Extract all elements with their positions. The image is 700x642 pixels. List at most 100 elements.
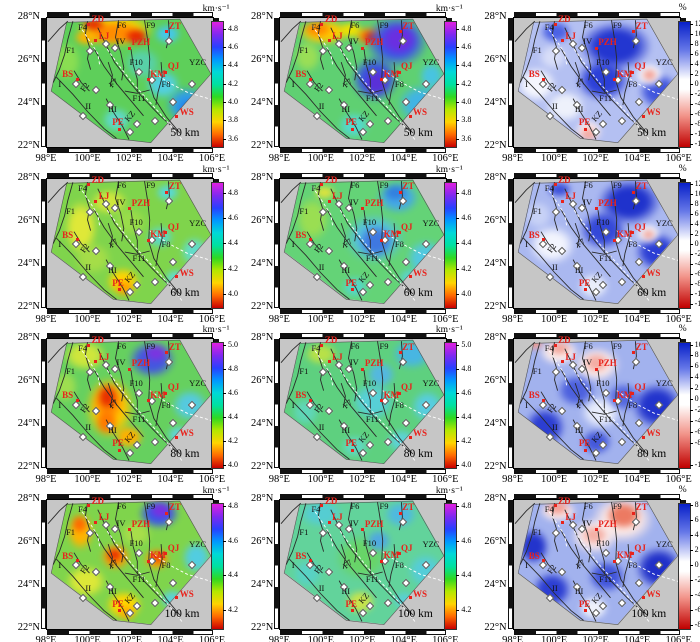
city-label-zd: ZD: [91, 335, 105, 346]
lon-tick-label: 100°E: [74, 474, 101, 485]
lat-tick-label: 22°N: [484, 621, 507, 633]
colorbar-tick-label: 4.4: [461, 238, 472, 248]
fault-label-yzc: YZC: [422, 538, 440, 549]
frame-band-left: [507, 499, 513, 629]
lon-tick-label: 104°E: [623, 313, 651, 325]
colorbar-tick-mark: [689, 204, 693, 205]
colorbar-tick-label: -2: [694, 404, 700, 414]
fault-label-f9: F9: [612, 180, 622, 191]
city-label-lj: LJ: [332, 351, 343, 362]
lat-tick-label: 24°N: [484, 418, 507, 429]
city-dot-zt: [632, 190, 636, 194]
fault-label-iv: IV: [583, 196, 593, 207]
colorbar-tick-mark: [689, 234, 693, 235]
colorbar-tick-mark: [689, 580, 693, 581]
colorbar: [211, 21, 224, 148]
city-dot-zt: [165, 190, 169, 194]
lon-tick-label: 100°E: [307, 634, 335, 642]
city-dot-pzh: [361, 207, 365, 211]
fault-label-iv: IV: [349, 36, 359, 47]
colorbar-tick-mark: [456, 83, 460, 85]
fault-label-iii: III: [341, 585, 351, 596]
city-dot-zd: [553, 183, 557, 187]
lat-tick-label: 24°N: [484, 97, 507, 108]
fault-label-f9: F9: [146, 340, 156, 351]
anomaly-blob: [115, 516, 157, 552]
colorbar-tick-mark: [689, 274, 693, 275]
depth-label: 60 km: [403, 287, 433, 300]
lon-tick-label: 102°E: [115, 313, 143, 325]
fault-label-iii: III: [108, 264, 117, 275]
colorbar-tick-mark: [456, 101, 460, 103]
colorbar: [211, 181, 224, 309]
city-label-pe: PE: [345, 277, 358, 288]
anomaly-blob: [145, 500, 175, 521]
city-label-km: KM: [616, 550, 633, 561]
colorbar-tick-mark: [689, 244, 693, 245]
colorbar-tick-label: -6: [694, 269, 700, 278]
fault-label-i: I: [525, 560, 528, 571]
city-dot-zd: [553, 343, 557, 347]
fault-label-f11: F11: [599, 574, 613, 585]
colorbar-tick-mark: [223, 46, 226, 48]
city-label-zd: ZD: [324, 495, 338, 506]
city-label-pe: PE: [578, 277, 591, 288]
colorbar-tick-label: 4.4: [461, 60, 472, 70]
colorbar-tick-mark: [223, 138, 226, 140]
colorbar-tick-label: 5.0: [228, 339, 238, 349]
fault-label-f4: F4: [78, 182, 88, 193]
lat-tick-label: 22°N: [251, 621, 274, 633]
city-label-zt: ZT: [635, 341, 648, 352]
colorbar-tick-label: 4.8: [228, 363, 238, 373]
city-dot-km: [146, 559, 150, 563]
anomaly-blob: [639, 66, 660, 84]
city-label-km: KM: [616, 68, 633, 79]
colorbar-tick-label: 4: [694, 530, 699, 539]
city-label-lj: LJ: [98, 351, 110, 362]
fault-label-f10: F10: [129, 538, 143, 549]
colorbar-tick-label: -8: [694, 118, 700, 128]
city-dot-ws: [408, 114, 412, 118]
city-dot-zd: [87, 504, 90, 508]
colorbar: [211, 342, 224, 469]
study-region: [517, 179, 678, 304]
map-frame: F4 F6 F9 IV F1 F10 YZC I F2 F7 F8 F11 II III KZ ZD LJ PZH…: [507, 12, 686, 153]
lat-tick-label: 22°N: [251, 300, 274, 312]
fault-label-yzc: YZC: [189, 217, 207, 228]
fault-label-i: I: [58, 78, 62, 89]
fault-label-f11: F11: [132, 253, 146, 264]
fault-label-ii: II: [318, 422, 325, 433]
city-label-qj: QJ: [167, 542, 180, 553]
colorbar-tick-mark: [689, 83, 693, 85]
fault-label-f8: F8: [161, 239, 171, 250]
lon-tick-label: 100°E: [307, 474, 335, 485]
colorbar-tick-mark: [689, 420, 693, 422]
colorbar-tick-mark: [456, 392, 460, 394]
colorbar-tick-label: 4.8: [228, 501, 238, 511]
frame-band-top: [280, 172, 447, 178]
colorbar-tick-mark: [689, 442, 693, 444]
city-label-zt: ZT: [168, 502, 181, 513]
map-frame: F4 F6 F9 IV F1 F10 YZC I F2 F7 F8 F11 II III KZ ZD LJ PZH…: [507, 172, 686, 314]
city-dot-zt: [398, 351, 402, 355]
fault-label-iii: III: [341, 425, 351, 436]
colorbar-tick-label: 4.8: [461, 501, 472, 511]
city-label-bs: BS: [295, 390, 307, 401]
colorbar-tick-mark: [223, 120, 226, 122]
lon-tick-label: 102°E: [349, 313, 376, 325]
colorbar-tick-mark: [456, 464, 460, 466]
colorbar-tick-mark: [456, 440, 460, 442]
frame-band-top: [513, 493, 680, 499]
colorbar-tick-label: 6: [694, 209, 699, 218]
lon-tick-label: 104°E: [390, 313, 418, 325]
colorbar-tick-mark: [223, 83, 226, 85]
colorbar-tick-label: 4.4: [461, 411, 472, 421]
fault-label-yzc: YZC: [422, 378, 440, 389]
city-label-bs: BS: [295, 69, 307, 80]
city-dot-lj: [560, 199, 564, 203]
lon-tick-label: 98°E: [35, 474, 57, 485]
fault-label-f9: F9: [612, 340, 622, 351]
lat-tick-label: 26°N: [484, 54, 507, 65]
colorbar-tick-label: 12: [694, 18, 700, 28]
city-label-pe: PE: [345, 598, 358, 609]
